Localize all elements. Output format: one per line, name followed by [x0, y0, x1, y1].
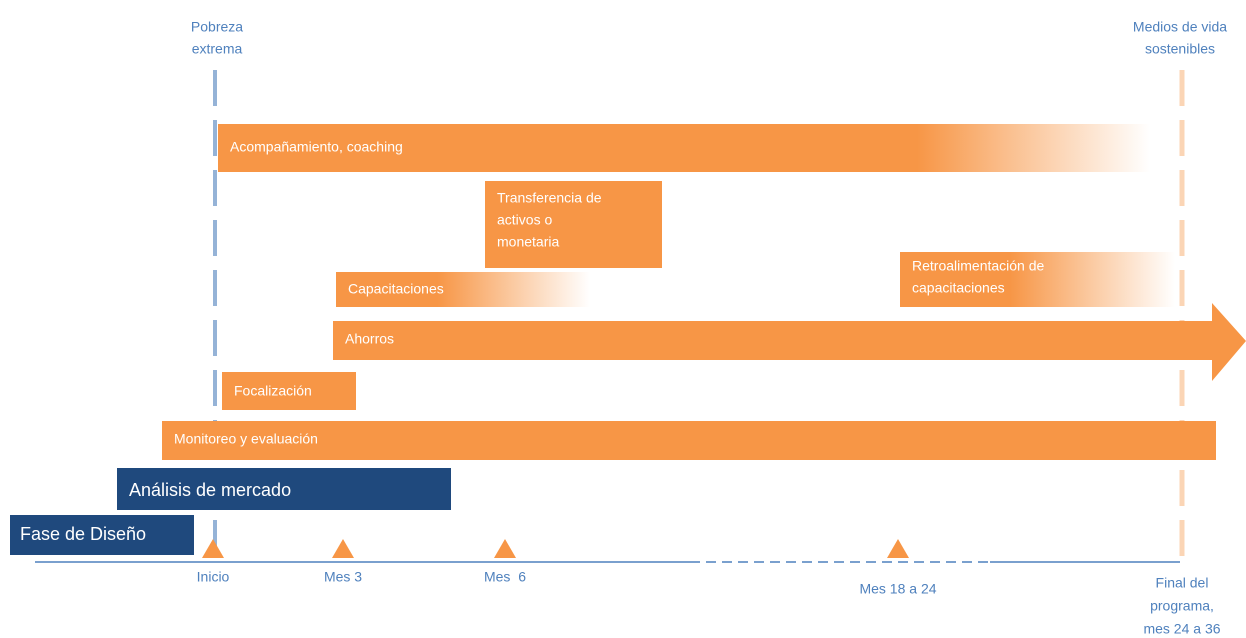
bar-label: Monitoreo y evaluación — [174, 431, 318, 447]
milestone-marker — [332, 539, 354, 558]
bar-label: Análisis de mercado — [129, 480, 291, 500]
bar — [336, 272, 590, 307]
bar-label: capacitaciones — [912, 280, 1005, 296]
bar-arrow — [333, 303, 1246, 381]
milestone-label: Mes 3 — [324, 569, 362, 585]
top-label: sostenibles — [1145, 41, 1215, 57]
bar — [117, 468, 451, 510]
bar — [222, 372, 356, 410]
milestone-label: Mes 6 — [484, 569, 526, 585]
milestone-label: Final del — [1156, 575, 1209, 591]
milestone-marker — [887, 539, 909, 558]
bar — [485, 181, 662, 268]
bar-label: Ahorros — [345, 331, 394, 347]
bar-label: Acompañamiento, coaching — [230, 139, 403, 155]
bar-label: Fase de Diseño — [20, 524, 146, 544]
bar-label: Capacitaciones — [348, 281, 444, 297]
milestone-label: Inicio — [197, 569, 230, 585]
bar-label: Retroalimentación de — [912, 258, 1045, 274]
milestone-label: Mes 18 a 24 — [859, 581, 936, 597]
top-label: Pobreza — [191, 19, 243, 35]
bar-label: activos o — [497, 212, 552, 228]
top-label: Medios de vida — [1133, 19, 1227, 35]
bar — [218, 124, 1150, 172]
bar-label: Focalización — [234, 383, 312, 399]
milestone-label: programa, — [1150, 598, 1214, 614]
bar-label: Transferencia de — [497, 190, 602, 206]
top-label: extrema — [192, 41, 243, 57]
bar — [900, 252, 1175, 307]
milestone-marker — [494, 539, 516, 558]
milestone-marker — [202, 539, 224, 558]
milestone-label: mes 24 a 36 — [1143, 621, 1220, 637]
bar — [10, 515, 194, 555]
bar-label: monetaria — [497, 234, 559, 250]
bar — [162, 421, 1216, 460]
